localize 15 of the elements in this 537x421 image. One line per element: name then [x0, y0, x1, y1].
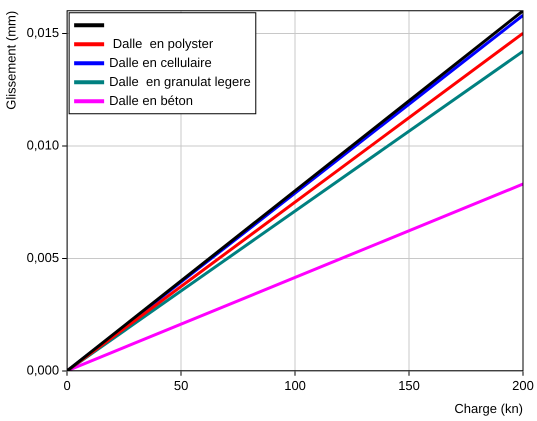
legend-label: Dalle en polyster [109, 36, 214, 51]
y-tick-label: 0,005 [26, 250, 60, 265]
x-tick-label: 100 [284, 378, 306, 394]
x-tick-label: 0 [64, 378, 71, 394]
legend-label: Dalle en granulat legere [109, 74, 251, 89]
x-tick-label: 50 [174, 378, 188, 394]
y-tick-label: 0,010 [26, 137, 60, 152]
legend-label: Dalle en cellulaire [109, 54, 212, 70]
legend-label: Dalle en béton [109, 92, 193, 108]
x-axis-title: Charge (kn) [454, 400, 523, 416]
x-tick-label: 150 [398, 378, 420, 394]
y-tick-label: 0,015 [26, 24, 60, 40]
x-tick-label: 200 [512, 378, 534, 394]
y-axis-title: Glissement (mm) [3, 10, 18, 110]
y-tick-label: 0,000 [26, 362, 60, 378]
